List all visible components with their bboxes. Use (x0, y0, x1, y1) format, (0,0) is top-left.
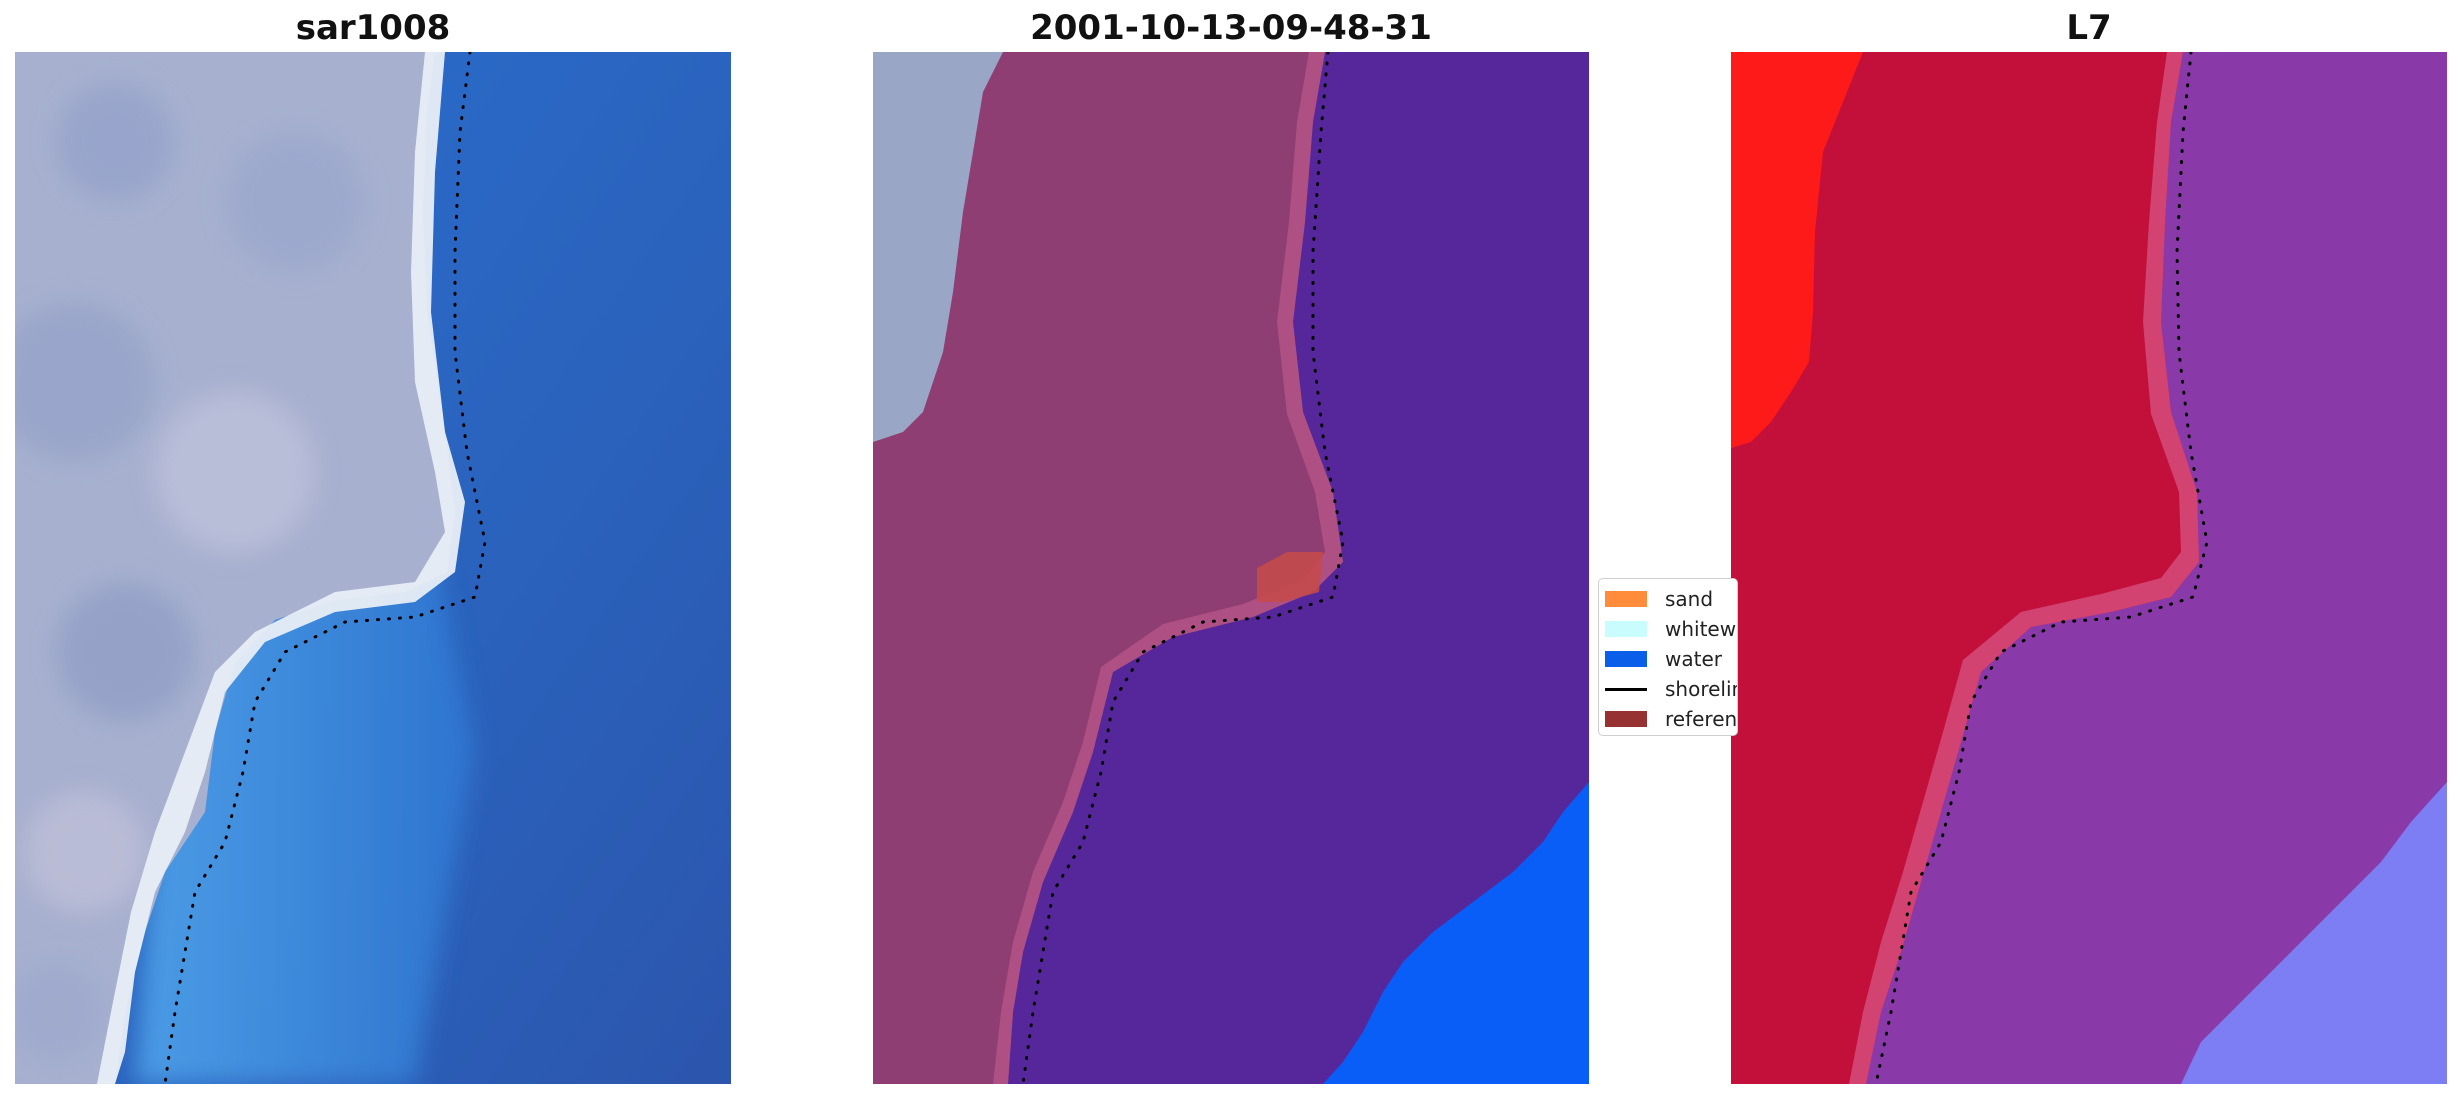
legend-label: water (1665, 647, 1722, 671)
legend-label: sand (1665, 587, 1714, 611)
classification-overlay-panel (873, 52, 1589, 1084)
rgb-image-panel (15, 52, 731, 1084)
l7-classification-panel (1731, 52, 2447, 1084)
white-beach-band (97, 52, 465, 1084)
shoreline-dots (1021, 52, 1345, 1084)
unclassified-land (873, 52, 1003, 442)
water-swatch (1605, 651, 1647, 667)
rgb-image (15, 52, 731, 1084)
pink-edge-band (1849, 52, 2199, 1084)
panel-title-date: 2001-10-13-09-48-31 (1030, 8, 1432, 48)
legend-item-water: water (1605, 645, 1737, 673)
shoreline-dots (163, 52, 487, 1084)
l7-classification-image (1731, 52, 2447, 1084)
legend: sand whitewater water shoreline referenc… (1598, 578, 1738, 736)
legend-label: whitewater (1665, 617, 1737, 641)
classified-land-area (1731, 52, 2199, 1084)
legend-item-whitewater: whitewater (1605, 615, 1737, 643)
pink-edge-band (993, 52, 1343, 1084)
reference-shoreline-patch (1257, 552, 1323, 602)
whitewater-swatch (1605, 621, 1647, 637)
reference-shoreline-swatch (1605, 711, 1647, 727)
l7-far-water-area (2181, 782, 2447, 1084)
classification-overlay-image (873, 52, 1589, 1084)
legend-item-reference-shoreline: reference shoreline (1605, 705, 1738, 733)
legend-item-sand: sand (1605, 585, 1737, 613)
sand-swatch (1605, 591, 1647, 607)
red-edge-area (1731, 52, 1863, 448)
shoreline-line-swatch (1605, 687, 1647, 691)
legend-label: reference shoreline (1665, 707, 1738, 731)
legend-item-shoreline: shoreline (1605, 675, 1737, 703)
legend-label: shoreline (1665, 677, 1737, 701)
sand-overlay-area (873, 52, 1343, 1084)
far-water-area (1323, 782, 1589, 1084)
panel-title-l7: L7 (2066, 8, 2112, 48)
panel-title-sar1008: sar1008 (295, 8, 451, 48)
land-texture (15, 82, 365, 1062)
